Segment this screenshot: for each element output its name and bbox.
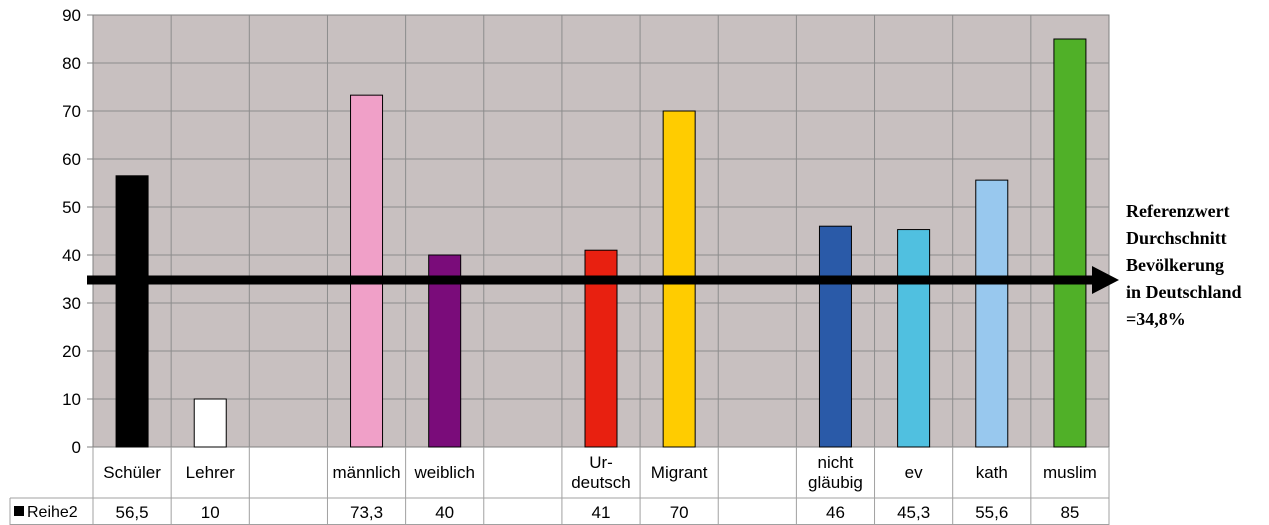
reference-label-line: Durchschnitt [1126, 228, 1227, 248]
x-category-label: ev [905, 463, 923, 482]
reference-label-line: Referenzwert [1126, 201, 1230, 221]
legend-series-name: Reihe2 [27, 504, 78, 521]
x-category-label: muslim [1043, 463, 1097, 482]
bar [193, 398, 227, 448]
data-table: Reihe2 56,5 10 73,3 40 41 70 46 45,3 55,6 85 [9, 447, 1110, 525]
bar [818, 225, 852, 448]
bar [428, 254, 462, 448]
x-category-label: Migrant [651, 463, 708, 482]
table-value: 55,6 [975, 503, 1008, 522]
y-axis: 0 10 20 30 40 50 60 70 80 90 [62, 6, 93, 457]
reference-label-line: Bevölkerung [1126, 255, 1225, 275]
y-tick-label: 10 [62, 390, 81, 409]
y-tick-label: 80 [62, 54, 81, 73]
reference-line [87, 265, 1119, 294]
x-axis-categories: Schüler Lehrer männlich weiblich Ur-deutsch M… [103, 453, 1097, 492]
bar [115, 175, 149, 448]
y-tick-label: 30 [62, 294, 81, 313]
x-category-label: Lehrer [186, 463, 235, 482]
x-category-label: weiblich [413, 463, 474, 482]
x-category-label: Ur-deutsch [571, 453, 631, 492]
x-category-label: männlich [333, 463, 401, 482]
bar [350, 94, 384, 448]
reference-arrow-head [1092, 265, 1119, 294]
x-category-label: nicht gläubig [808, 453, 863, 492]
grid-lines [93, 15, 1109, 447]
y-tick-label: 60 [62, 150, 81, 169]
bar [975, 179, 1009, 448]
table-value: 45,3 [897, 503, 930, 522]
table-value: 40 [435, 503, 454, 522]
y-tick-label: 40 [62, 246, 81, 265]
table-value: 56,5 [116, 503, 149, 522]
table-value: 41 [592, 503, 611, 522]
reference-label-line: =34,8% [1126, 309, 1186, 329]
y-tick-label: 0 [72, 438, 81, 457]
table-value: 10 [201, 503, 220, 522]
y-tick-label: 20 [62, 342, 81, 361]
y-tick-label: 50 [62, 198, 81, 217]
bar [897, 229, 931, 448]
y-tick-label: 90 [62, 6, 81, 25]
table-value: 85 [1060, 503, 1079, 522]
reference-label: Referenzwert Durchschnitt Bevölkerung in… [1126, 198, 1268, 333]
table-value: 70 [670, 503, 689, 522]
x-category-label: Schüler [103, 463, 161, 482]
bars [115, 38, 1087, 448]
y-tick-label: 70 [62, 102, 81, 121]
table-value: 46 [826, 503, 845, 522]
table-value: 73,3 [350, 503, 383, 522]
x-category-label: kath [976, 463, 1008, 482]
bar [1053, 38, 1087, 448]
reference-label-line: in Deutschland [1126, 282, 1242, 302]
legend-key-swatch [14, 506, 24, 516]
